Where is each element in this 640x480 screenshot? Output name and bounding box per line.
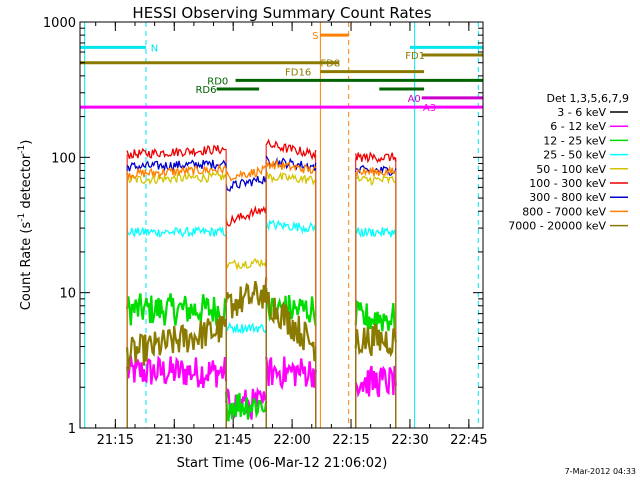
x-tick-label: 21:15 [97,433,134,448]
x-tick-label: 21:30 [156,433,193,448]
legend-entry-label: 100 - 300 keV [529,177,606,190]
legend-entry-label: 800 - 7000 keV [522,205,606,218]
series-line [126,225,227,239]
series-line [126,171,227,186]
series-line [355,151,397,164]
series-line [354,323,397,358]
flag-label: RD0 [207,76,228,87]
y-tick-label: 1 [68,422,76,437]
series-line [126,159,227,172]
series-line [126,315,228,371]
y-axis-label: Count Rate (s-1 detector-1) [17,140,34,311]
y-tick-label: 100 [51,151,76,166]
y-axis-label-part: Count Rate (s [19,222,34,311]
series-line [225,205,267,227]
flag-label: S [312,31,318,42]
series-line [265,356,317,391]
series-line [354,299,397,332]
legend-entry-label: 3 - 6 keV [557,106,606,119]
series-line [225,164,267,182]
y-axis-label-sup: -1 [17,145,27,154]
series-line [225,257,267,272]
x-tick-label: 22:00 [273,433,310,448]
series-line [265,158,317,174]
plot-frame [79,21,484,429]
series-line [265,138,317,161]
x-tick-label: 22:15 [332,433,369,448]
y-axis-label-sup: -1 [17,213,27,222]
x-tick-label: 21:45 [214,433,251,448]
x-tick-label: 22:30 [391,433,428,448]
legend-entry-label: 300 - 800 keV [529,191,606,204]
series-line [126,293,228,326]
legend-entry-label: 25 - 50 keV [543,149,606,162]
series-line [126,355,228,389]
flag-label: FD1 [405,51,425,62]
x-tick-label: 22:45 [450,433,487,448]
y-axis-label-part: detector [19,153,34,213]
series-line [265,219,317,235]
series-line [354,365,397,398]
footer-date: 7-Mar-2012 04:33 [565,467,636,476]
series-line [265,288,317,362]
flag-label: N [151,43,158,54]
flag-label: FD16 [285,68,311,79]
y-tick-label: 10 [59,287,76,302]
flag-label: A3 [423,103,436,114]
flag-label: A0 [408,94,421,105]
legend-title: Det 1,3,5,6,7,9 [546,92,629,105]
y-axis-label-part: ) [19,140,34,145]
legend-entry-label: 6 - 12 keV [550,120,606,133]
flag-label: RD6 [195,85,216,96]
legend-entry-label: 50 - 100 keV [536,163,606,176]
series-line [225,277,268,319]
series-line [126,144,227,159]
legend-entry-label: 7000 - 20000 keV [508,220,606,233]
series-line [355,165,397,178]
chart-title: HESSI Observing Summary Count Rates [132,4,431,22]
y-tick-label: 1000 [43,16,76,31]
series-line [126,163,227,181]
series-line [225,391,268,422]
x-axis-label: Start Time (06-Mar-12 21:06:02) [177,456,388,471]
series-line [225,175,267,192]
series-line [355,227,397,238]
svg-text:Count Rate (s-1 detector-1): Count Rate (s-1 detector-1) [17,140,34,311]
series-line [355,174,396,186]
legend-entry-label: 12 - 25 keV [543,134,606,147]
series-line [265,171,317,186]
series-line [225,321,267,335]
flag-label: FD8 [320,59,340,70]
